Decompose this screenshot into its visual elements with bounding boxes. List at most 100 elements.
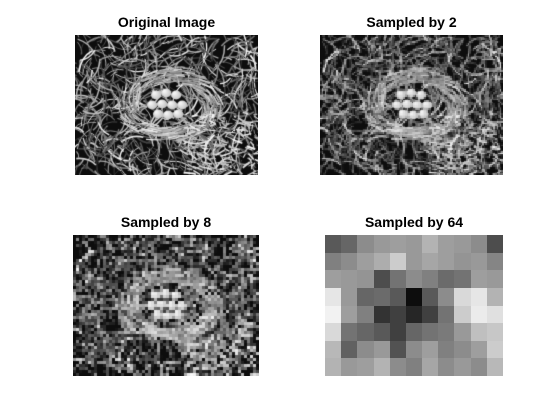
- coarse-pixel: [438, 323, 455, 341]
- coarse-pixel: [357, 252, 374, 271]
- coarse-pixel: [486, 358, 503, 376]
- coarse-pixel: [389, 305, 406, 324]
- coarse-pixel: [373, 323, 390, 341]
- coarse-pixel: [454, 340, 471, 359]
- coarse-pixel: [405, 287, 423, 306]
- coarse-pixel: [454, 252, 471, 271]
- coarse-pixel: [389, 358, 406, 376]
- coarse-pixel: [405, 235, 423, 253]
- coarse-pixel: [405, 340, 423, 359]
- coarse-pixel: [325, 287, 342, 306]
- coarse-pixel: [357, 323, 374, 341]
- coarse-pixel: [389, 235, 406, 253]
- coarse-pixel: [405, 358, 423, 376]
- coarse-pixel: [486, 270, 503, 288]
- sampled-64-image: [325, 235, 503, 376]
- panel-title-sampled-64: Sampled by 64: [364, 214, 464, 230]
- coarse-pixel: [438, 305, 455, 324]
- coarse-pixel: [454, 305, 471, 324]
- panel-sampled-8: Sampled by 8: [73, 212, 259, 376]
- coarse-pixel: [438, 270, 455, 288]
- coarse-pixel: [486, 323, 503, 341]
- coarse-pixel: [454, 235, 471, 253]
- coarse-pixel: [454, 287, 471, 306]
- original-image: [75, 35, 258, 175]
- coarse-pixel: [373, 358, 390, 376]
- coarse-pixel: [422, 287, 439, 306]
- coarse-pixel: [454, 323, 471, 341]
- panel-sampled-64: Sampled by 64: [325, 212, 503, 376]
- coarse-pixel: [357, 270, 374, 288]
- coarse-pixel: [405, 270, 423, 288]
- coarse-pixel: [357, 287, 374, 306]
- coarse-pixel: [325, 323, 342, 341]
- panel-original: Original Image: [75, 12, 258, 176]
- panel-title-sampled-8: Sampled by 8: [120, 214, 212, 230]
- coarse-pixel: [422, 358, 439, 376]
- coarse-pixel: [470, 358, 487, 376]
- sampled-2-canvas: [320, 35, 503, 175]
- coarse-pixel: [486, 252, 503, 271]
- coarse-pixel: [325, 305, 342, 324]
- coarse-pixel: [341, 252, 358, 271]
- coarse-pixel: [470, 305, 487, 324]
- coarse-pixel: [357, 305, 374, 324]
- coarse-pixel: [422, 235, 439, 253]
- coarse-pixel: [389, 287, 406, 306]
- coarse-pixel: [341, 270, 358, 288]
- coarse-pixel: [341, 235, 358, 253]
- panel-title-sampled-2: Sampled by 2: [366, 14, 457, 30]
- coarse-pixel: [341, 340, 358, 359]
- coarse-pixel: [438, 287, 455, 306]
- coarse-pixel: [389, 323, 406, 341]
- coarse-pixel: [486, 340, 503, 359]
- coarse-pixel: [373, 252, 390, 271]
- coarse-pixel: [341, 287, 358, 306]
- coarse-pixel: [373, 270, 390, 288]
- coarse-pixel: [470, 340, 487, 359]
- coarse-pixel: [486, 235, 503, 253]
- coarse-pixel: [470, 252, 487, 271]
- coarse-pixel: [389, 270, 406, 288]
- sampled-64-pixel-grid: [325, 235, 503, 376]
- coarse-pixel: [422, 270, 439, 288]
- coarse-pixel: [422, 252, 439, 271]
- coarse-pixel: [373, 340, 390, 359]
- coarse-pixel: [454, 358, 471, 376]
- sampled-8-canvas: [73, 235, 259, 376]
- coarse-pixel: [389, 340, 406, 359]
- coarse-pixel: [470, 323, 487, 341]
- coarse-pixel: [357, 235, 374, 253]
- coarse-pixel: [341, 358, 358, 376]
- coarse-pixel: [422, 323, 439, 341]
- coarse-pixel: [373, 287, 390, 306]
- coarse-pixel: [405, 252, 423, 271]
- panel-title-original: Original Image: [117, 14, 216, 30]
- coarse-pixel: [325, 340, 342, 359]
- coarse-pixel: [422, 340, 439, 359]
- coarse-pixel: [438, 235, 455, 253]
- coarse-pixel: [438, 340, 455, 359]
- coarse-pixel: [486, 305, 503, 324]
- sampled-8-image: [73, 235, 259, 376]
- coarse-pixel: [357, 358, 374, 376]
- coarse-pixel: [341, 305, 358, 324]
- coarse-pixel: [470, 270, 487, 288]
- coarse-pixel: [325, 270, 342, 288]
- panel-sampled-2: Sampled by 2: [320, 12, 503, 176]
- coarse-pixel: [405, 305, 423, 324]
- original-image-canvas: [75, 35, 258, 175]
- coarse-pixel: [373, 305, 390, 324]
- coarse-pixel: [454, 270, 471, 288]
- coarse-pixel: [357, 340, 374, 359]
- coarse-pixel: [422, 305, 439, 324]
- coarse-pixel: [405, 323, 423, 341]
- coarse-pixel: [325, 235, 342, 253]
- coarse-pixel: [341, 323, 358, 341]
- coarse-pixel: [325, 252, 342, 271]
- coarse-pixel: [438, 252, 455, 271]
- coarse-pixel: [486, 287, 503, 306]
- coarse-pixel: [438, 358, 455, 376]
- coarse-pixel: [325, 358, 342, 376]
- coarse-pixel: [389, 252, 406, 271]
